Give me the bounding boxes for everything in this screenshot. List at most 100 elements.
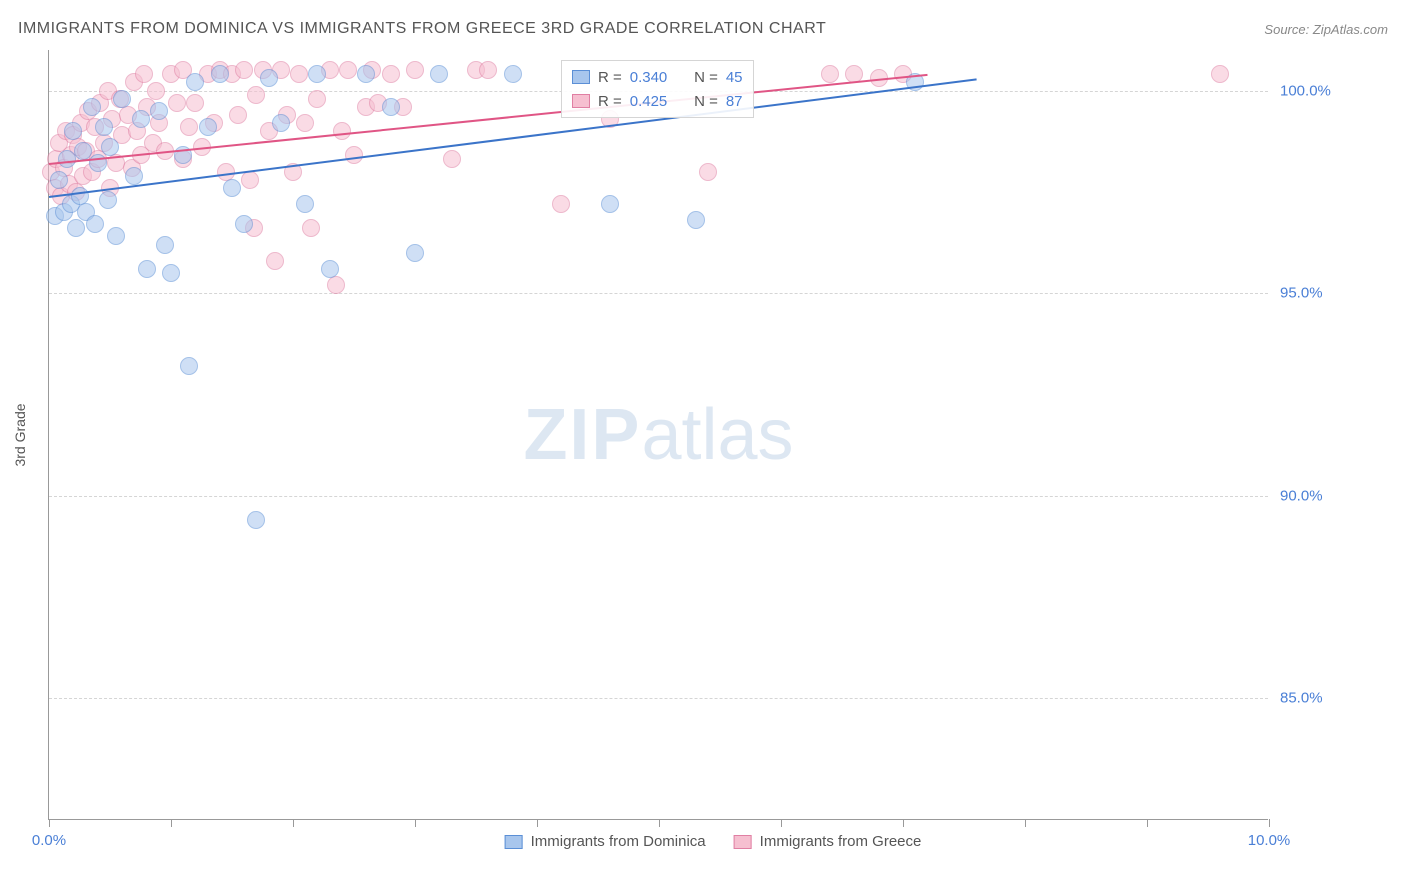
scatter-point: [132, 110, 150, 128]
scatter-point: [64, 122, 82, 140]
legend-series-name: Immigrants from Dominica: [531, 833, 706, 850]
x-tick: [537, 819, 538, 827]
watermark: ZIPatlas: [523, 394, 793, 476]
scatter-point: [821, 65, 839, 83]
scatter-point: [382, 65, 400, 83]
x-tick: [903, 819, 904, 827]
gridline-h: [49, 293, 1268, 294]
scatter-point: [302, 219, 320, 237]
x-tick: [1025, 819, 1026, 827]
scatter-point: [162, 264, 180, 282]
plot-area: ZIPatlas 85.0%90.0%95.0%100.0%0.0%10.0%R…: [48, 50, 1268, 820]
scatter-point: [443, 150, 461, 168]
scatter-point: [186, 94, 204, 112]
scatter-point: [1211, 65, 1229, 83]
x-tick: [781, 819, 782, 827]
scatter-point: [125, 167, 143, 185]
source-attribution: Source: ZipAtlas.com: [1264, 22, 1388, 37]
scatter-point: [321, 260, 339, 278]
x-tick-label: 10.0%: [1248, 832, 1291, 849]
x-tick: [293, 819, 294, 827]
chart-title: IMMIGRANTS FROM DOMINICA VS IMMIGRANTS F…: [18, 20, 826, 38]
plot-wrap: 3rd Grade ZIPatlas 85.0%90.0%95.0%100.0%…: [48, 50, 1378, 820]
scatter-point: [382, 98, 400, 116]
scatter-point: [168, 94, 186, 112]
y-tick-label: 85.0%: [1280, 690, 1350, 707]
scatter-point: [107, 227, 125, 245]
scatter-point: [156, 236, 174, 254]
x-tick-label: 0.0%: [32, 832, 66, 849]
scatter-point: [150, 102, 168, 120]
scatter-point: [504, 65, 522, 83]
scatter-point: [95, 118, 113, 136]
x-tick: [1269, 819, 1270, 827]
scatter-point: [406, 61, 424, 79]
legend-r-value: 0.340: [630, 69, 678, 86]
scatter-point: [235, 61, 253, 79]
scatter-point: [101, 138, 119, 156]
scatter-point: [266, 252, 284, 270]
scatter-point: [345, 146, 363, 164]
scatter-point: [308, 90, 326, 108]
scatter-point: [241, 171, 259, 189]
x-tick: [415, 819, 416, 827]
gridline-h: [49, 698, 1268, 699]
legend-n-value: 87: [726, 93, 743, 110]
legend-n-value: 45: [726, 69, 743, 86]
scatter-point: [138, 260, 156, 278]
legend-n-label: N =: [686, 93, 718, 110]
legend-series-name: Immigrants from Greece: [760, 833, 922, 850]
scatter-point: [223, 179, 241, 197]
correlation-legend: R = 0.340 N = 45R = 0.425 N = 87: [561, 60, 754, 118]
bottom-legend: Immigrants from Dominica Immigrants from …: [505, 833, 922, 850]
scatter-point: [113, 90, 131, 108]
scatter-point: [83, 98, 101, 116]
source-label: Source:: [1264, 22, 1309, 37]
x-tick: [659, 819, 660, 827]
scatter-point: [67, 219, 85, 237]
scatter-point: [339, 61, 357, 79]
scatter-point: [86, 215, 104, 233]
y-tick-label: 95.0%: [1280, 285, 1350, 302]
legend-r-value: 0.425: [630, 93, 678, 110]
x-tick: [1147, 819, 1148, 827]
legend-swatch: [572, 70, 590, 84]
scatter-point: [50, 171, 68, 189]
scatter-point: [357, 65, 375, 83]
legend-r-label: R =: [598, 69, 622, 86]
legend-row: R = 0.340 N = 45: [572, 65, 743, 89]
scatter-point: [687, 211, 705, 229]
scatter-point: [247, 86, 265, 104]
scatter-point: [308, 65, 326, 83]
scatter-point: [479, 61, 497, 79]
scatter-point: [235, 215, 253, 233]
scatter-point: [272, 114, 290, 132]
scatter-point: [135, 65, 153, 83]
y-tick-label: 100.0%: [1280, 82, 1350, 99]
watermark-atlas: atlas: [641, 395, 793, 475]
y-axis-label: 3rd Grade: [12, 403, 28, 466]
scatter-point: [211, 65, 229, 83]
legend-item: Immigrants from Dominica: [505, 833, 706, 850]
legend-item: Immigrants from Greece: [734, 833, 922, 850]
scatter-point: [180, 118, 198, 136]
x-tick: [171, 819, 172, 827]
scatter-point: [406, 244, 424, 262]
scatter-point: [147, 82, 165, 100]
legend-swatch: [505, 835, 523, 849]
scatter-point: [601, 195, 619, 213]
x-tick: [49, 819, 50, 827]
scatter-point: [552, 195, 570, 213]
scatter-point: [229, 106, 247, 124]
scatter-point: [99, 191, 117, 209]
title-bar: IMMIGRANTS FROM DOMINICA VS IMMIGRANTS F…: [18, 20, 1388, 38]
scatter-point: [699, 163, 717, 181]
y-tick-label: 90.0%: [1280, 487, 1350, 504]
source-link[interactable]: ZipAtlas.com: [1313, 22, 1388, 37]
scatter-point: [247, 511, 265, 529]
scatter-point: [296, 114, 314, 132]
legend-swatch: [734, 835, 752, 849]
scatter-point: [199, 118, 217, 136]
watermark-zip: ZIP: [523, 395, 641, 475]
legend-r-label: R =: [598, 93, 622, 110]
